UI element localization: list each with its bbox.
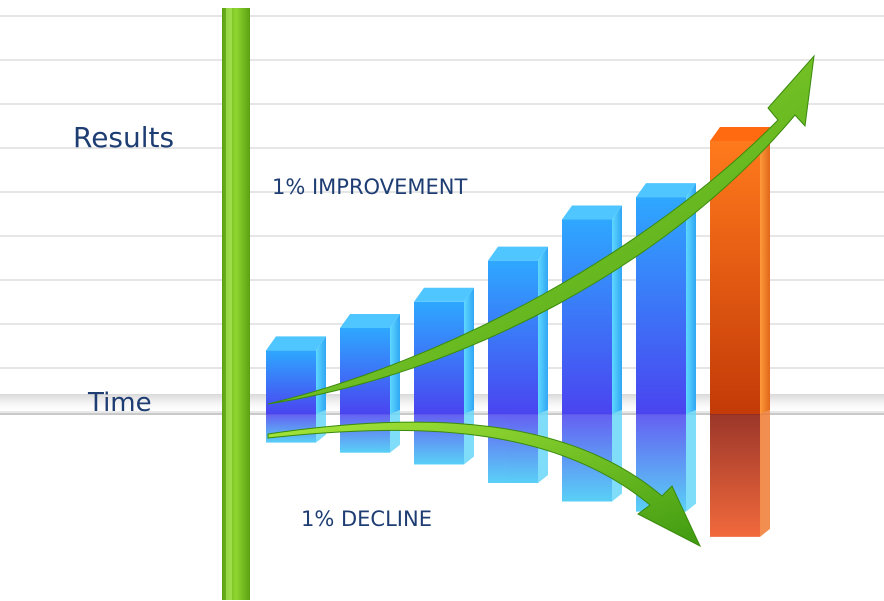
bar-reflection-3 [414,410,474,465]
bar-top [488,246,548,261]
bar-reflection-side [760,410,770,537]
bar-reflection-side [464,410,474,465]
bar-side [538,246,548,414]
bar-reflection-7 [710,410,770,537]
bar-side [612,205,622,414]
decline-arrow [267,421,702,548]
improvement-arrow [267,54,815,405]
bar-top [710,126,770,141]
bar-top [340,313,400,328]
bar-reflection-front [488,414,538,484]
bar-side [760,126,770,414]
bar-reflection-front [340,414,390,453]
bar-front [562,219,612,414]
bar-4 [488,246,548,414]
bar-top [636,183,696,198]
bar-5 [562,205,622,414]
bar-reflection-4 [488,410,548,484]
bar-front [488,260,538,414]
bar-reflection-front [414,414,464,465]
bar-side [464,287,474,414]
bar-reflection-side [612,410,622,502]
bar-top [414,287,474,302]
bar-reflection-front [710,414,760,537]
bar-front [266,350,316,414]
bar-2 [340,313,400,414]
trend-arrows [267,54,815,548]
decline-label: 1% DECLINE [301,507,432,531]
bar-top [562,205,622,220]
bar-reflection-side [390,410,400,453]
bar-top [266,336,326,351]
bar-reflection-1 [266,410,326,443]
bar-reflection-side [686,410,696,512]
bar-reflection-2 [340,410,400,453]
y-axis-label: Results [73,121,174,154]
bar-reflection-side [316,410,326,443]
y-axis [222,8,250,600]
x-axis-label: Time [87,388,152,418]
bars [266,126,770,415]
improvement-label: 1% IMPROVEMENT [272,175,467,199]
bar-side [686,183,696,414]
